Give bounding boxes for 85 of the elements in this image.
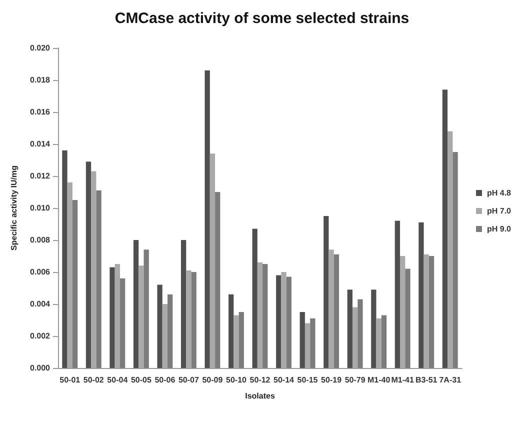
x-tick-label: 50-15 bbox=[297, 376, 318, 384]
y-tick-label: 0.020 bbox=[30, 44, 51, 52]
bar bbox=[144, 250, 149, 368]
bar bbox=[394, 220, 400, 368]
bar bbox=[352, 307, 358, 368]
x-tick-label: 50-79 bbox=[344, 376, 366, 384]
bar bbox=[424, 254, 429, 368]
bar bbox=[347, 290, 352, 368]
bar bbox=[180, 240, 186, 368]
bar bbox=[442, 90, 448, 368]
bar bbox=[62, 150, 68, 368]
bar bbox=[234, 315, 239, 368]
bar bbox=[328, 250, 334, 368]
x-tick-label: 50-14 bbox=[274, 376, 295, 384]
x-tick-label: 50-10 bbox=[226, 376, 248, 384]
bar bbox=[358, 299, 363, 368]
bar bbox=[91, 171, 96, 368]
x-tick-label: 50-09 bbox=[202, 376, 224, 384]
bar bbox=[210, 154, 216, 368]
bar bbox=[276, 275, 282, 368]
bar bbox=[138, 266, 144, 368]
bar bbox=[96, 190, 102, 368]
bar bbox=[371, 290, 376, 368]
y-tick-label: 0.002 bbox=[30, 332, 51, 340]
x-tick-label: B3-51 bbox=[415, 376, 438, 384]
x-tick-label: 7A-31 bbox=[439, 376, 462, 384]
bar bbox=[418, 222, 424, 368]
x-tick-label: 50-01 bbox=[60, 376, 81, 384]
bar bbox=[162, 304, 168, 368]
bar bbox=[133, 240, 139, 368]
bar bbox=[281, 272, 286, 368]
x-tick-label: 50-12 bbox=[250, 376, 271, 384]
y-tick-label: 0.006 bbox=[30, 268, 51, 276]
bar bbox=[191, 272, 196, 368]
bar bbox=[310, 318, 316, 368]
y-tick-label: 0.004 bbox=[30, 300, 51, 308]
bar bbox=[114, 264, 120, 368]
y-axis-title: Specific activity IU/mg bbox=[10, 165, 18, 250]
bar bbox=[186, 270, 192, 368]
bar bbox=[86, 162, 92, 368]
bar bbox=[428, 256, 434, 368]
x-tick-label: 50-02 bbox=[83, 376, 104, 384]
bar bbox=[168, 294, 173, 368]
bar bbox=[157, 284, 162, 368]
bar bbox=[304, 323, 310, 368]
bar bbox=[381, 315, 387, 368]
y-tick-label: 0.018 bbox=[30, 76, 51, 84]
bar bbox=[300, 312, 305, 368]
bar bbox=[405, 268, 410, 368]
legend-label: pH 9.0 bbox=[486, 224, 512, 234]
y-tick-label: 0.012 bbox=[30, 172, 51, 180]
bar bbox=[376, 318, 382, 368]
bar bbox=[452, 152, 458, 368]
legend-label: pH 7.0 bbox=[486, 206, 512, 216]
y-tick-label: 0.010 bbox=[30, 204, 51, 212]
bar bbox=[238, 312, 244, 368]
bar bbox=[448, 131, 453, 368]
x-tick-label: 50-19 bbox=[321, 376, 342, 384]
bar bbox=[72, 200, 78, 368]
bar bbox=[228, 294, 234, 368]
bar bbox=[324, 216, 329, 368]
bar bbox=[215, 192, 220, 368]
x-tick-label: 50-04 bbox=[107, 376, 128, 384]
bar bbox=[286, 276, 292, 368]
bar bbox=[110, 267, 115, 368]
y-tick-label: 0.008 bbox=[30, 236, 51, 244]
bar bbox=[252, 228, 258, 368]
bar bbox=[400, 256, 406, 368]
bar bbox=[257, 262, 263, 368]
x-tick-label: 50-05 bbox=[130, 376, 152, 384]
bar bbox=[204, 70, 210, 368]
y-tick-label: 0.000 bbox=[30, 364, 51, 372]
bar bbox=[120, 278, 126, 368]
x-tick-label: 50-06 bbox=[154, 376, 176, 384]
bar bbox=[334, 254, 340, 368]
y-tick-label: 0.014 bbox=[30, 140, 51, 148]
x-tick-label: M1-40 bbox=[367, 376, 391, 384]
legend-label: pH 4.8 bbox=[486, 188, 512, 198]
y-tick-label: 0.016 bbox=[30, 108, 51, 116]
bar bbox=[67, 182, 72, 368]
x-tick-label: 50-07 bbox=[178, 376, 200, 384]
x-axis-title: Isolates bbox=[245, 392, 276, 400]
chart-title: CMCase activity of some selected strains bbox=[114, 10, 410, 27]
bar bbox=[262, 264, 268, 368]
x-tick-label: M1-41 bbox=[391, 376, 414, 384]
